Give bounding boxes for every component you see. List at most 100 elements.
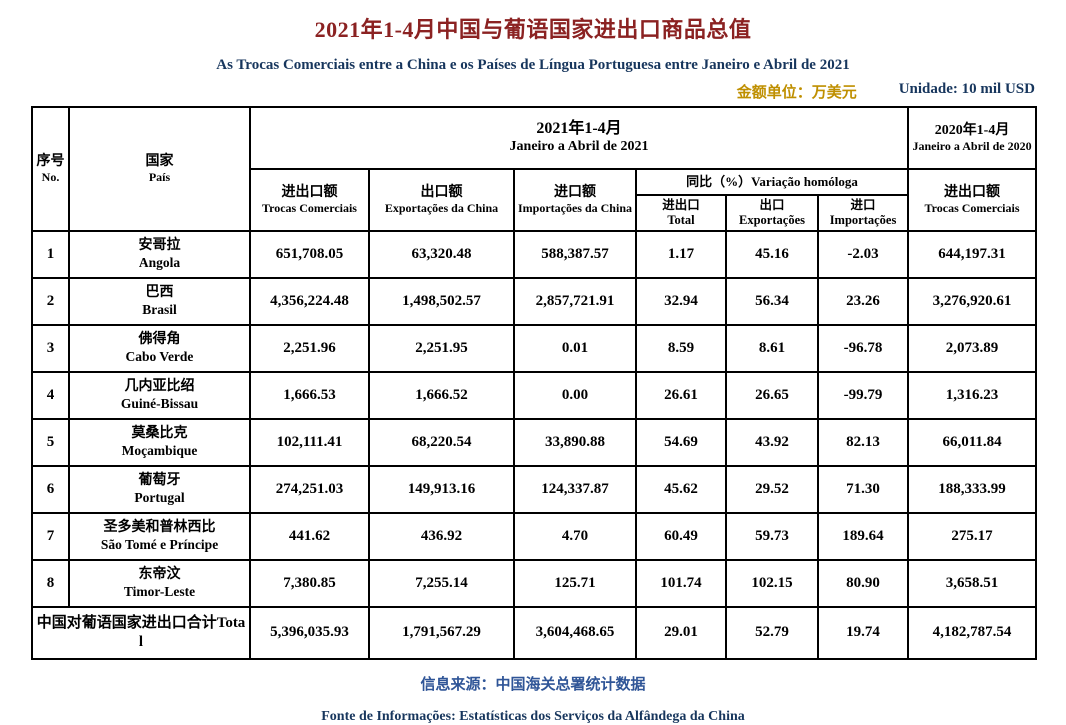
exportacoes-value: 68,220.54 <box>368 418 515 467</box>
country-name-pt: Cabo Verde <box>125 348 194 364</box>
header-var-importacoes: 进口 Importações <box>816 194 910 232</box>
trocas-value: 2,251.96 <box>249 324 370 373</box>
table-row: 8 东帝汶 Timor-Leste 7,380.85 7,255.14 125.… <box>31 559 1038 608</box>
var-total-value: 8.59 <box>635 324 727 373</box>
var-exportacoes-value: 29.52 <box>725 465 819 514</box>
row-number: 2 <box>31 277 70 326</box>
trocas-value: 1,666.53 <box>249 371 370 420</box>
country-cell: 东帝汶 Timor-Leste <box>68 559 251 608</box>
importacoes-value: 2,857,721.91 <box>513 277 637 326</box>
trocas-2020-value: 3,276,920.61 <box>907 277 1038 326</box>
var-importacoes-value: 80.90 <box>816 559 910 608</box>
country-cell: 巴西 Brasil <box>68 277 251 326</box>
source-note-zh: 信息来源：中国海关总署统计数据 <box>420 676 646 693</box>
table-row: 2 巴西 Brasil 4,356,224.48 1,498,502.57 2,… <box>31 277 1038 326</box>
country-name-pt: Angola <box>138 254 181 270</box>
trocas-2020-value: 2,073.89 <box>907 324 1038 373</box>
header-trocas-2021: 进出口额 Trocas Comerciais <box>249 168 370 232</box>
row-number: 8 <box>31 559 70 608</box>
country-name-zh: 安哥拉 <box>138 238 181 254</box>
country-cell: 安哥拉 Angola <box>68 230 251 279</box>
var-total-value: 1.17 <box>635 230 727 279</box>
table-row: 6 葡萄牙 Portugal 274,251.03 149,913.16 124… <box>31 465 1038 514</box>
importacoes-value: 588,387.57 <box>513 230 637 279</box>
exportacoes-value: 2,251.95 <box>368 324 515 373</box>
var-total-value: 32.94 <box>635 277 727 326</box>
header-no: 序号 No. <box>31 106 70 232</box>
importacoes-value: 33,890.88 <box>513 418 637 467</box>
unit-label-zh: 金额单位：万美元 <box>736 85 857 101</box>
var-total-value: 54.69 <box>635 418 727 467</box>
trocas-value: 441.62 <box>249 512 370 561</box>
table-row: 3 佛得角 Cabo Verde 2,251.96 2,251.95 0.01 … <box>31 324 1038 373</box>
country-name-zh: 莫桑比克 <box>131 426 188 442</box>
country-name-zh: 巴西 <box>145 285 174 301</box>
country-name-pt: Portugal <box>134 489 185 505</box>
country-name-pt: Brasil <box>142 301 177 317</box>
table-row: 4 几内亚比绍 Guiné-Bissau 1,666.53 1,666.52 0… <box>31 371 1038 420</box>
var-exportacoes-value: 8.61 <box>725 324 819 373</box>
header-period-2020: 2020年1-4月 Janeiro a Abril de 2020 <box>907 106 1038 170</box>
trocas-2020-value: 644,197.31 <box>907 230 1038 279</box>
total-exportacoes-value: 1,791,567.29 <box>368 606 515 660</box>
var-exportacoes-value: 43.92 <box>725 418 819 467</box>
source-note-pt: Fonte de Informações: Estatísticas dos S… <box>321 709 745 724</box>
page-subtitle: As Trocas Comerciais entre a China e os … <box>216 57 850 73</box>
country-name-pt: São Tomé e Príncipe <box>100 536 219 552</box>
country-cell: 圣多美和普林西比 São Tomé e Príncipe <box>68 512 251 561</box>
trocas-2020-value: 66,011.84 <box>907 418 1038 467</box>
total-trocas-2020-value: 4,182,787.54 <box>907 606 1038 660</box>
page-title: 2021年1-4月中国与葡语国家进出口商品总值 <box>314 17 752 42</box>
importacoes-value: 4.70 <box>513 512 637 561</box>
exportacoes-value: 7,255.14 <box>368 559 515 608</box>
trocas-value: 4,356,224.48 <box>249 277 370 326</box>
total-var-total-value: 29.01 <box>635 606 727 660</box>
var-importacoes-value: 23.26 <box>816 277 910 326</box>
exportacoes-value: 1,666.52 <box>368 371 515 420</box>
table-row: 7 圣多美和普林西比 São Tomé e Príncipe 441.62 43… <box>31 512 1038 561</box>
country-name-zh: 东帝汶 <box>138 567 181 583</box>
var-importacoes-value: 71.30 <box>816 465 910 514</box>
row-number: 4 <box>31 371 70 420</box>
row-number: 5 <box>31 418 70 467</box>
country-name-pt: Guiné-Bissau <box>120 395 199 411</box>
trocas-value: 102,111.41 <box>249 418 370 467</box>
var-total-value: 26.61 <box>635 371 727 420</box>
var-importacoes-value: -2.03 <box>816 230 910 279</box>
total-row: 中国对葡语国家进出口合计Total 5,396,035.93 1,791,567… <box>31 606 1038 660</box>
var-exportacoes-value: 102.15 <box>725 559 819 608</box>
trocas-2020-value: 188,333.99 <box>907 465 1038 514</box>
country-name-zh: 几内亚比绍 <box>124 379 195 395</box>
row-number: 1 <box>31 230 70 279</box>
trocas-value: 274,251.03 <box>249 465 370 514</box>
unit-line: 金额单位：万美元 Unidade: 10 mil USD <box>31 81 1035 102</box>
header-exportacoes: 出口额 Exportações da China <box>368 168 515 232</box>
table-row: 5 莫桑比克 Moçambique 102,111.41 68,220.54 3… <box>31 418 1038 467</box>
total-var-exportacoes-value: 52.79 <box>725 606 819 660</box>
country-name-pt: Moçambique <box>121 442 198 458</box>
trocas-2020-value: 3,658.51 <box>907 559 1038 608</box>
importacoes-value: 124,337.87 <box>513 465 637 514</box>
country-cell: 葡萄牙 Portugal <box>68 465 251 514</box>
trade-table: 序号 No. 国家 País 2021年1-4月 Janeiro a Abril… <box>31 106 1038 660</box>
total-trocas-value: 5,396,035.93 <box>249 606 370 660</box>
total-label: 中国对葡语国家进出口合计Total <box>31 606 251 660</box>
importacoes-value: 0.01 <box>513 324 637 373</box>
header-var-total: 进出口 Total <box>635 194 727 232</box>
var-exportacoes-value: 26.65 <box>725 371 819 420</box>
country-cell: 佛得角 Cabo Verde <box>68 324 251 373</box>
exportacoes-value: 63,320.48 <box>368 230 515 279</box>
exportacoes-value: 1,498,502.57 <box>368 277 515 326</box>
country-name-pt: Timor-Leste <box>123 583 196 599</box>
var-importacoes-value: 189.64 <box>816 512 910 561</box>
trocas-value: 7,380.85 <box>249 559 370 608</box>
importacoes-value: 0.00 <box>513 371 637 420</box>
trocas-value: 651,708.05 <box>249 230 370 279</box>
exportacoes-value: 436.92 <box>368 512 515 561</box>
header-var-exportacoes: 出口 Exportações <box>725 194 819 232</box>
trocas-2020-value: 275.17 <box>907 512 1038 561</box>
country-name-zh: 葡萄牙 <box>138 473 181 489</box>
country-cell: 几内亚比绍 Guiné-Bissau <box>68 371 251 420</box>
var-exportacoes-value: 45.16 <box>725 230 819 279</box>
header-trocas-2020: 进出口额 Trocas Comerciais <box>907 168 1038 232</box>
